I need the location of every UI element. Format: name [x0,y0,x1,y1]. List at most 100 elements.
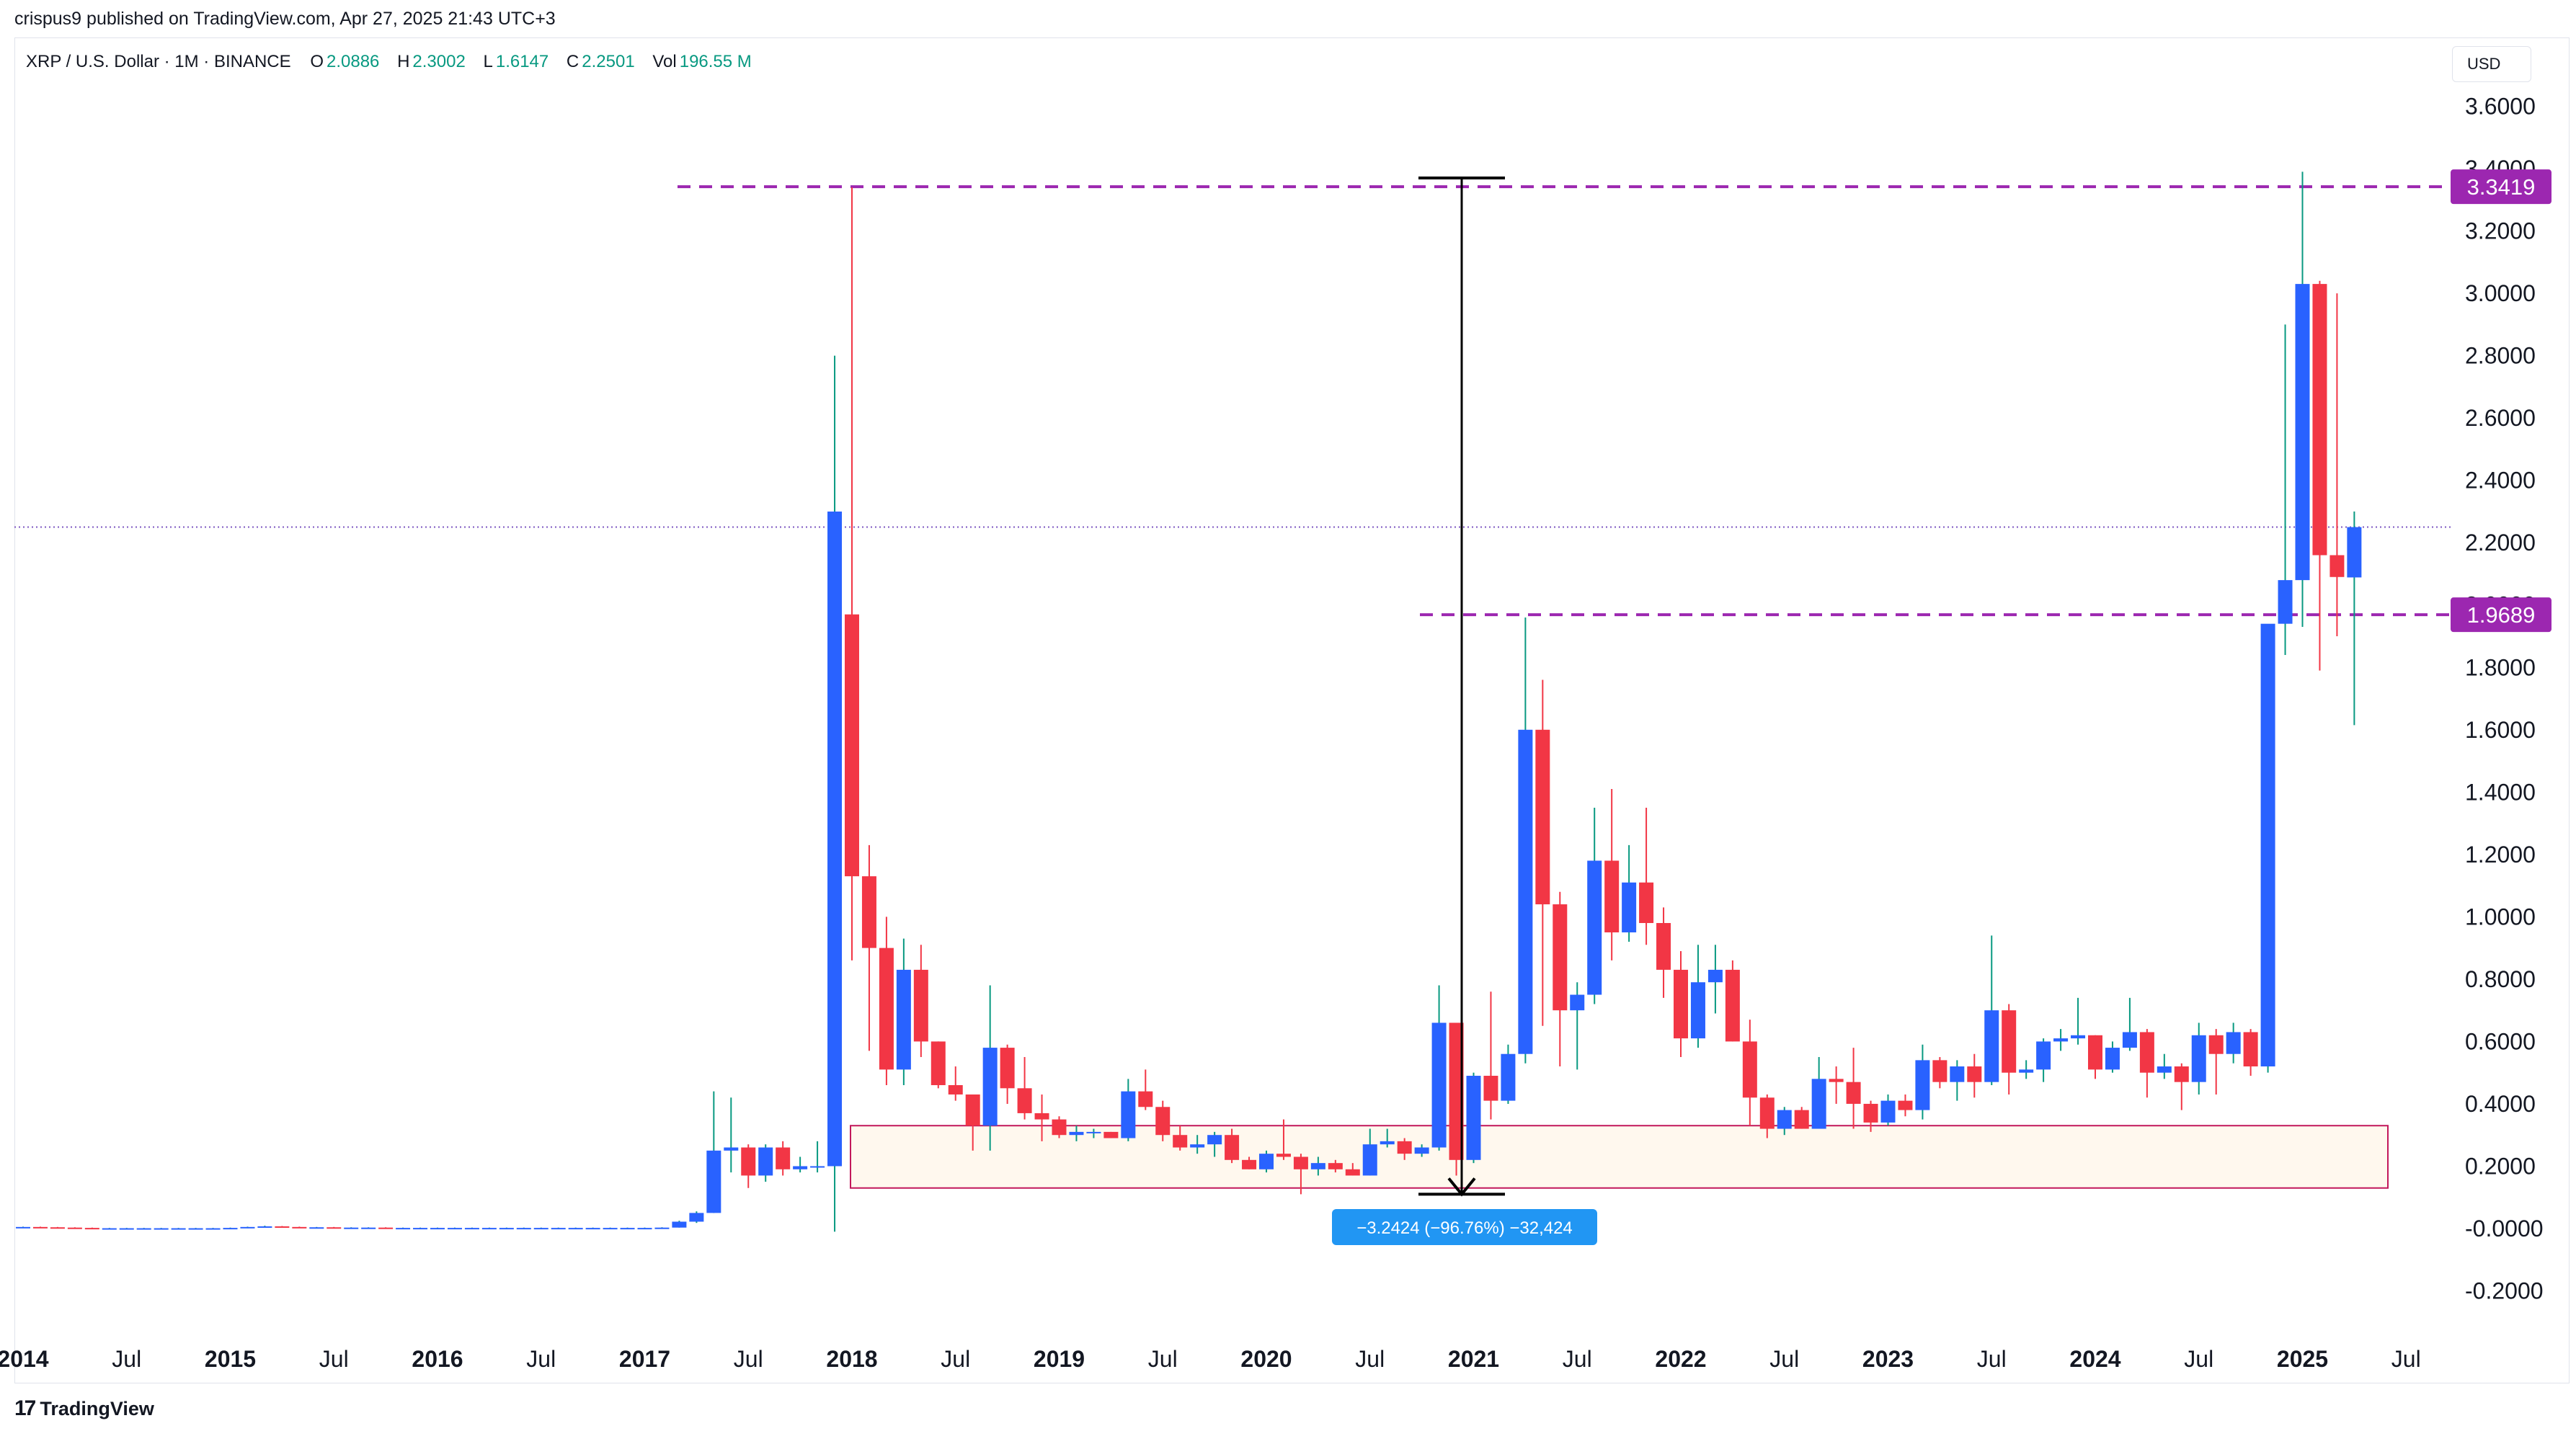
volume-value: 196.55 M [679,52,752,71]
candle [205,1228,221,1230]
candle [344,1227,359,1229]
candle [413,1227,428,1230]
candle [1397,1138,1412,1160]
low-label: L [483,52,493,71]
candle-body [2260,623,2275,1067]
x-axis-tick: 2018 [826,1346,877,1372]
candle-body [2105,1048,2120,1070]
candle [1742,1020,1757,1126]
candle [1950,1060,1965,1101]
candle-body [2312,284,2327,556]
candle-body [706,1150,721,1213]
x-axis-tick: 2024 [2069,1346,2120,1372]
candle [793,1156,808,1173]
candle-body [413,1228,428,1230]
candle-body [1639,882,1654,924]
candle-body [1553,904,1568,1011]
candle-body [1604,860,1620,932]
candle-body [1034,1113,1049,1120]
candle [2226,1022,2241,1064]
publisher-line: crispus9 published on TradingView.com, A… [14,9,556,29]
candle [2088,1035,2102,1079]
candle [2278,324,2293,655]
candle [689,1211,704,1223]
candle [2347,511,2362,726]
candle-body [1690,982,1705,1039]
candle [706,1091,721,1213]
candle-body [585,1228,600,1230]
candle [1103,1131,1119,1138]
candle [1207,1131,1222,1157]
candle [1069,1125,1084,1141]
candle-body [2278,580,2293,624]
candle [1622,844,1637,942]
candle [1293,1154,1308,1195]
y-axis-tick: 0.4000 [2465,1091,2536,1117]
tradingview-footer[interactable]: 17 TradingView [14,1396,154,1421]
symbol-label[interactable]: XRP / U.S. Dollar · 1M · BINANCE [26,52,291,71]
candle-body [1656,923,1671,970]
candle [464,1227,479,1230]
x-axis-tick: Jul [1769,1346,1799,1372]
candle [516,1227,531,1230]
candle [378,1227,394,1229]
candle-body [1587,860,1602,995]
candle [1034,1094,1049,1141]
candle-body [1535,729,1550,905]
candle-body [1967,1066,1982,1082]
candle-body [119,1228,134,1230]
x-axis-tick: Jul [1563,1346,1592,1372]
y-axis-tick: 2.4000 [2465,468,2536,494]
candle-body [1328,1163,1343,1169]
candle-body [2174,1066,2189,1082]
y-axis-tick: 0.6000 [2465,1028,2536,1054]
x-axis-tick: 2014 [0,1346,49,1372]
candle-body [776,1147,791,1169]
high-value: 2.3002 [412,52,466,71]
y-axis-tick: -0.0000 [2465,1216,2544,1241]
candle-body [1674,969,1688,1039]
candle [1449,1022,1464,1176]
y-axis-tick: -0.2000 [2465,1278,2544,1304]
candle-body [896,969,911,1070]
candle [585,1227,600,1230]
candle [1310,1156,1325,1176]
candle [533,1227,548,1230]
y-axis-tick: 3.6000 [2465,94,2536,120]
candle [2019,1060,2034,1079]
candle-body [861,876,876,948]
x-axis-tick: Jul [112,1346,141,1372]
candle-body [1518,729,1533,1054]
candle [1811,1057,1826,1129]
ohlc-legend: XRP / U.S. Dollar · 1M · BINANCE O 2.0886… [26,52,765,72]
candle [724,1097,739,1173]
x-axis-tick: Jul [526,1346,556,1372]
candle [1052,1116,1067,1138]
candle [948,1066,963,1101]
candle-body [2157,1066,2172,1073]
candle-body [67,1227,82,1229]
candle [1759,1094,1775,1138]
candle-body [1725,969,1740,1042]
y-axis-tick: 1.6000 [2465,717,2536,743]
candle [361,1227,376,1229]
candle [1690,945,1705,1048]
candle-body [1863,1103,1878,1123]
candle-body [1345,1169,1360,1176]
candle-body [361,1227,376,1229]
candle [810,1141,825,1173]
candle [1242,1156,1257,1169]
candle-body [1190,1144,1205,1148]
candle [1570,982,1585,1070]
candle [758,1144,773,1182]
candle-body [464,1228,479,1230]
candle [136,1228,151,1230]
candle-body [1310,1163,1325,1169]
candle [776,1141,791,1176]
candle-body [1483,1076,1498,1101]
candle-body [1242,1159,1257,1169]
candle [741,1144,756,1188]
candle-body [637,1228,652,1230]
currency-selector[interactable]: USD [2452,46,2531,82]
